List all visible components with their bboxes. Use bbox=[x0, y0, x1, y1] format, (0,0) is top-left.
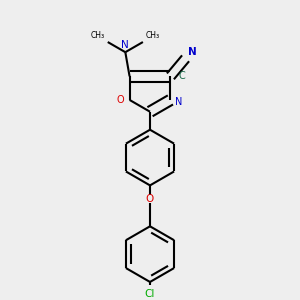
Text: O: O bbox=[146, 194, 154, 204]
Text: N: N bbox=[175, 97, 183, 106]
Text: CH₃: CH₃ bbox=[146, 32, 160, 40]
Text: N: N bbox=[188, 47, 197, 57]
Text: O: O bbox=[117, 95, 124, 105]
Text: N: N bbox=[122, 40, 129, 50]
Text: Cl: Cl bbox=[145, 289, 155, 299]
Text: C: C bbox=[179, 71, 186, 81]
Text: CH₃: CH₃ bbox=[91, 32, 105, 40]
